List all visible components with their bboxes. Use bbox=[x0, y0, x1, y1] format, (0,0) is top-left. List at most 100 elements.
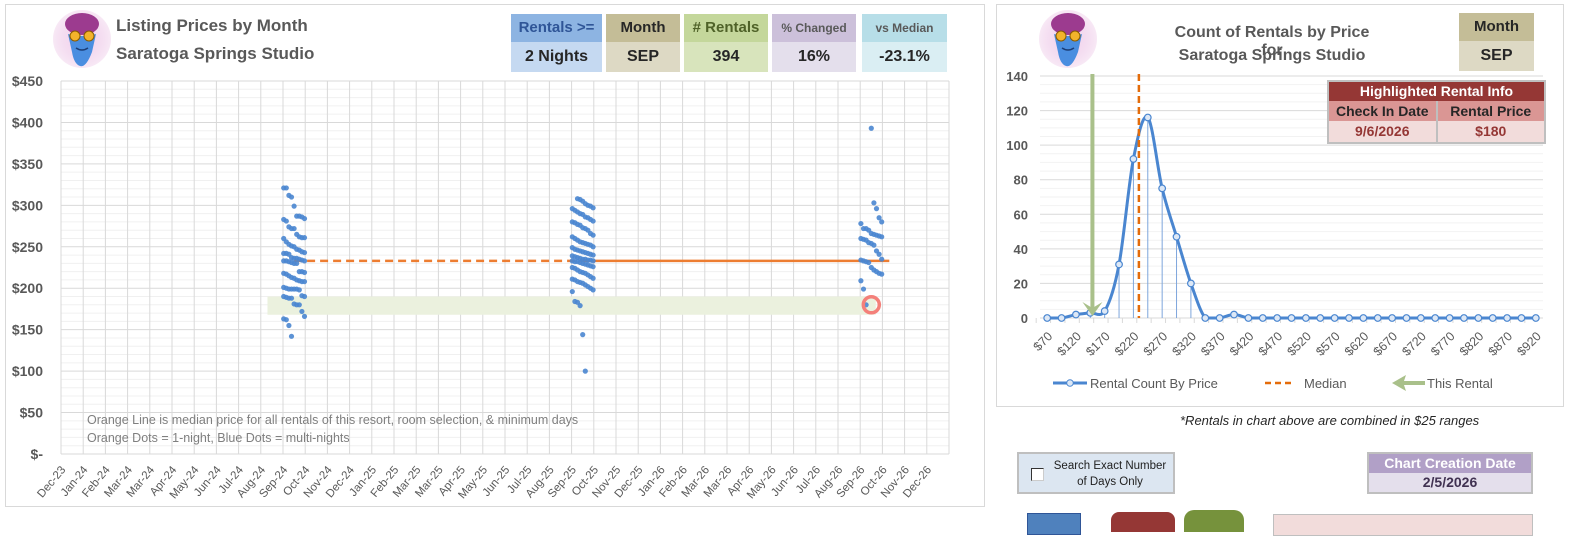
price-point bbox=[301, 258, 308, 264]
x-tick-label: $820 bbox=[1457, 329, 1487, 359]
price-point bbox=[286, 322, 292, 329]
kpi-value: 2 Nights bbox=[511, 42, 602, 72]
chart-creation-date-box: Chart Creation Date 2/5/2026 bbox=[1367, 452, 1533, 494]
x-tick-label: $570 bbox=[1313, 329, 1343, 359]
kpi-value: SEP bbox=[606, 42, 680, 72]
y-tick-label: 100 bbox=[1006, 138, 1028, 153]
x-tick-label: $470 bbox=[1256, 329, 1286, 359]
search-exact-days-control[interactable]: Search Exact Number of Days Only bbox=[1017, 452, 1175, 494]
kpi-value: 16% bbox=[772, 42, 856, 72]
rental-count-marker bbox=[1474, 314, 1483, 322]
genie-logo-icon bbox=[1039, 10, 1097, 68]
price-point bbox=[590, 218, 596, 224]
highlighted-rental-marker bbox=[861, 295, 882, 315]
right-month-kpi: Month SEP bbox=[1459, 13, 1534, 71]
rental-count-marker bbox=[1531, 314, 1540, 322]
y-tick-label: $400 bbox=[12, 114, 43, 130]
rental-count-line-chart: 0 20 40 60 80 100 120 140 $70 $120 $170 $220 $270 $32… bbox=[1006, 69, 1544, 391]
x-tick-label: $370 bbox=[1198, 329, 1228, 359]
bottom-button-blue[interactable] bbox=[1027, 513, 1081, 535]
bottom-button-green[interactable] bbox=[1184, 510, 1244, 532]
highlighted-rental-title: Highlighted Rental Info bbox=[1329, 82, 1544, 101]
kpi-label: % Changed bbox=[772, 14, 856, 42]
x-tick-label: $620 bbox=[1342, 329, 1372, 359]
rental-count-marker bbox=[1287, 314, 1296, 322]
x-tick-label: $720 bbox=[1399, 329, 1429, 359]
price-point bbox=[590, 232, 596, 238]
check-in-date-label: Check In Date bbox=[1329, 101, 1438, 121]
price-point bbox=[569, 288, 575, 295]
y-tick-label: $450 bbox=[12, 73, 43, 89]
kpi-month: Month SEP bbox=[606, 14, 680, 72]
price-point bbox=[577, 303, 583, 309]
price-point bbox=[876, 251, 882, 257]
scatter-note: Orange Line is median price for all rent… bbox=[87, 413, 578, 427]
price-point bbox=[590, 275, 596, 281]
legend-label: Rental Count By Price bbox=[1090, 376, 1218, 391]
y-tick-label: $100 bbox=[12, 363, 43, 379]
price-point bbox=[879, 256, 885, 262]
rental-count-marker bbox=[1100, 307, 1109, 315]
rental-price-value: $180 bbox=[1475, 123, 1507, 139]
search-exact-days-label-line2: of Days Only bbox=[1077, 476, 1143, 488]
rental-count-marker bbox=[1230, 310, 1238, 319]
rental-count-marker bbox=[1402, 314, 1411, 322]
price-point bbox=[283, 218, 289, 224]
rental-count-marker bbox=[1330, 314, 1339, 322]
chart-creation-date-label: Chart Creation Date bbox=[1369, 454, 1531, 473]
legend-arrow-icon bbox=[1392, 375, 1425, 391]
scatter-note: Orange Dots = 1-night, Blue Dots = multi… bbox=[87, 431, 350, 445]
y-tick-label: $250 bbox=[12, 239, 43, 255]
right-month-label: Month bbox=[1459, 13, 1534, 41]
rental-count-marker bbox=[1359, 314, 1368, 322]
price-point bbox=[590, 244, 596, 250]
x-tick-label: $320 bbox=[1169, 329, 1199, 359]
y-tick-label: 80 bbox=[1014, 173, 1028, 188]
price-point bbox=[296, 302, 302, 308]
right-month-value: SEP bbox=[1459, 41, 1534, 71]
kpi-value: 394 bbox=[684, 42, 768, 72]
y-tick-label: $300 bbox=[12, 197, 43, 213]
search-exact-days-checkbox[interactable] bbox=[1031, 468, 1044, 481]
x-tick-label: $170 bbox=[1083, 329, 1113, 359]
price-point bbox=[871, 242, 877, 248]
rental-count-marker bbox=[1488, 314, 1497, 322]
rental-count-marker bbox=[1129, 155, 1138, 163]
x-tick-label: $120 bbox=[1054, 329, 1084, 359]
y-tick-label: 0 bbox=[1021, 311, 1028, 326]
legend-label: Median bbox=[1304, 376, 1347, 391]
rental-count-marker bbox=[1460, 314, 1468, 322]
y-tick-label: 40 bbox=[1014, 242, 1028, 257]
price-point bbox=[873, 206, 880, 212]
kpi-vs-median: vs Median -23.1% bbox=[862, 14, 947, 72]
price-point bbox=[879, 271, 885, 277]
price-point bbox=[296, 287, 302, 293]
kpi-rentals: Rentals >= 2 Nights bbox=[511, 14, 602, 72]
price-point bbox=[301, 249, 308, 256]
kpi-label: # Rentals bbox=[684, 14, 768, 42]
search-exact-days-label-line1: Search Exact Number bbox=[1053, 460, 1167, 472]
price-point bbox=[860, 286, 867, 292]
price-point bbox=[301, 269, 308, 276]
bottom-button-red[interactable] bbox=[1111, 512, 1175, 532]
price-point bbox=[879, 219, 885, 225]
rental-count-marker bbox=[1517, 314, 1526, 322]
bottom-info-strip bbox=[1273, 514, 1533, 536]
rental-count-line bbox=[1047, 115, 1536, 320]
genie-logo-icon bbox=[53, 10, 111, 68]
x-tick-label: $770 bbox=[1428, 329, 1458, 359]
price-point bbox=[288, 333, 295, 339]
price-point bbox=[590, 287, 596, 293]
rental-count-marker bbox=[1273, 314, 1282, 322]
rental-count-marker bbox=[1143, 113, 1152, 122]
x-tick-label: $420 bbox=[1227, 329, 1257, 359]
price-point bbox=[301, 313, 308, 320]
y-tick-label: $200 bbox=[12, 280, 43, 296]
x-tick-label: $270 bbox=[1141, 329, 1171, 359]
rental-count-marker bbox=[1373, 314, 1382, 322]
price-point bbox=[590, 264, 596, 270]
rental-count-marker bbox=[1316, 314, 1325, 322]
price-point bbox=[866, 259, 872, 266]
price-point bbox=[590, 258, 596, 264]
price-point bbox=[868, 125, 874, 131]
